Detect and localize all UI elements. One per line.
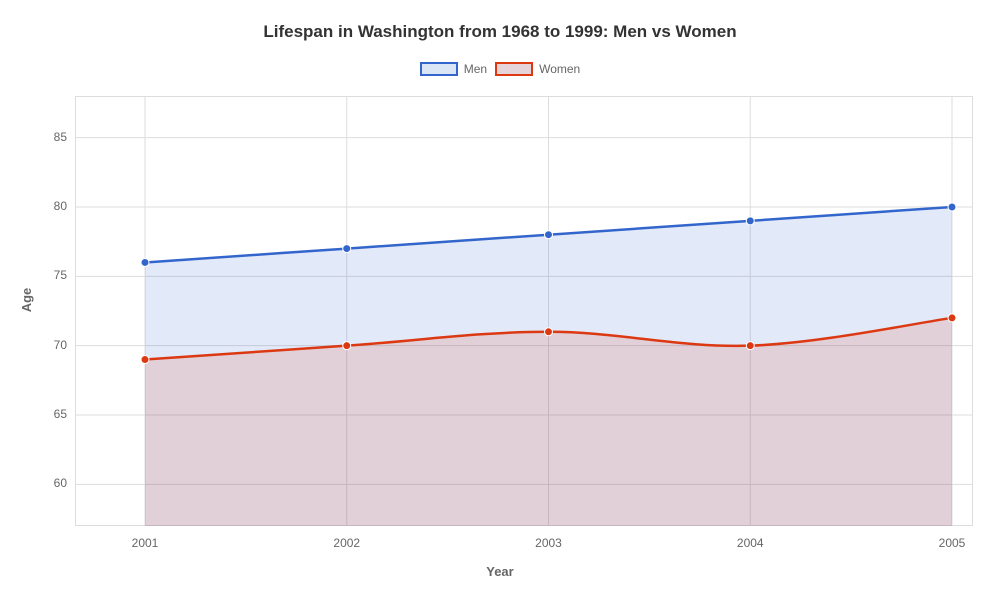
x-tick-label: 2005 [939,536,966,550]
legend-label: Men [464,62,487,76]
x-tick-label: 2001 [132,536,159,550]
marker-men [545,231,553,239]
marker-men [141,258,149,266]
chart-legend: Men Women [0,62,1000,76]
y-axis-label: Age [19,288,34,313]
y-tick-label: 65 [54,407,67,421]
legend-swatch [495,62,533,76]
legend-swatch [420,62,458,76]
x-tick-label: 2002 [333,536,360,550]
legend-label: Women [539,62,580,76]
chart-svg [75,96,973,526]
marker-men [948,203,956,211]
x-tick-label: 2004 [737,536,764,550]
y-tick-label: 85 [54,130,67,144]
marker-men [343,245,351,253]
marker-women [141,356,149,364]
marker-men [746,217,754,225]
legend-item[interactable]: Men [420,62,487,76]
legend-item[interactable]: Women [495,62,580,76]
chart-container: Lifespan in Washington from 1968 to 1999… [0,0,1000,600]
marker-women [948,314,956,322]
y-tick-label: 80 [54,199,67,213]
plot-area [75,96,973,526]
y-tick-label: 60 [54,476,67,490]
marker-women [545,328,553,336]
y-tick-label: 70 [54,338,67,352]
marker-women [343,342,351,350]
marker-women [746,342,754,350]
y-tick-label: 75 [54,268,67,282]
chart-title: Lifespan in Washington from 1968 to 1999… [0,22,1000,42]
x-axis-label: Year [0,564,1000,579]
x-tick-label: 2003 [535,536,562,550]
